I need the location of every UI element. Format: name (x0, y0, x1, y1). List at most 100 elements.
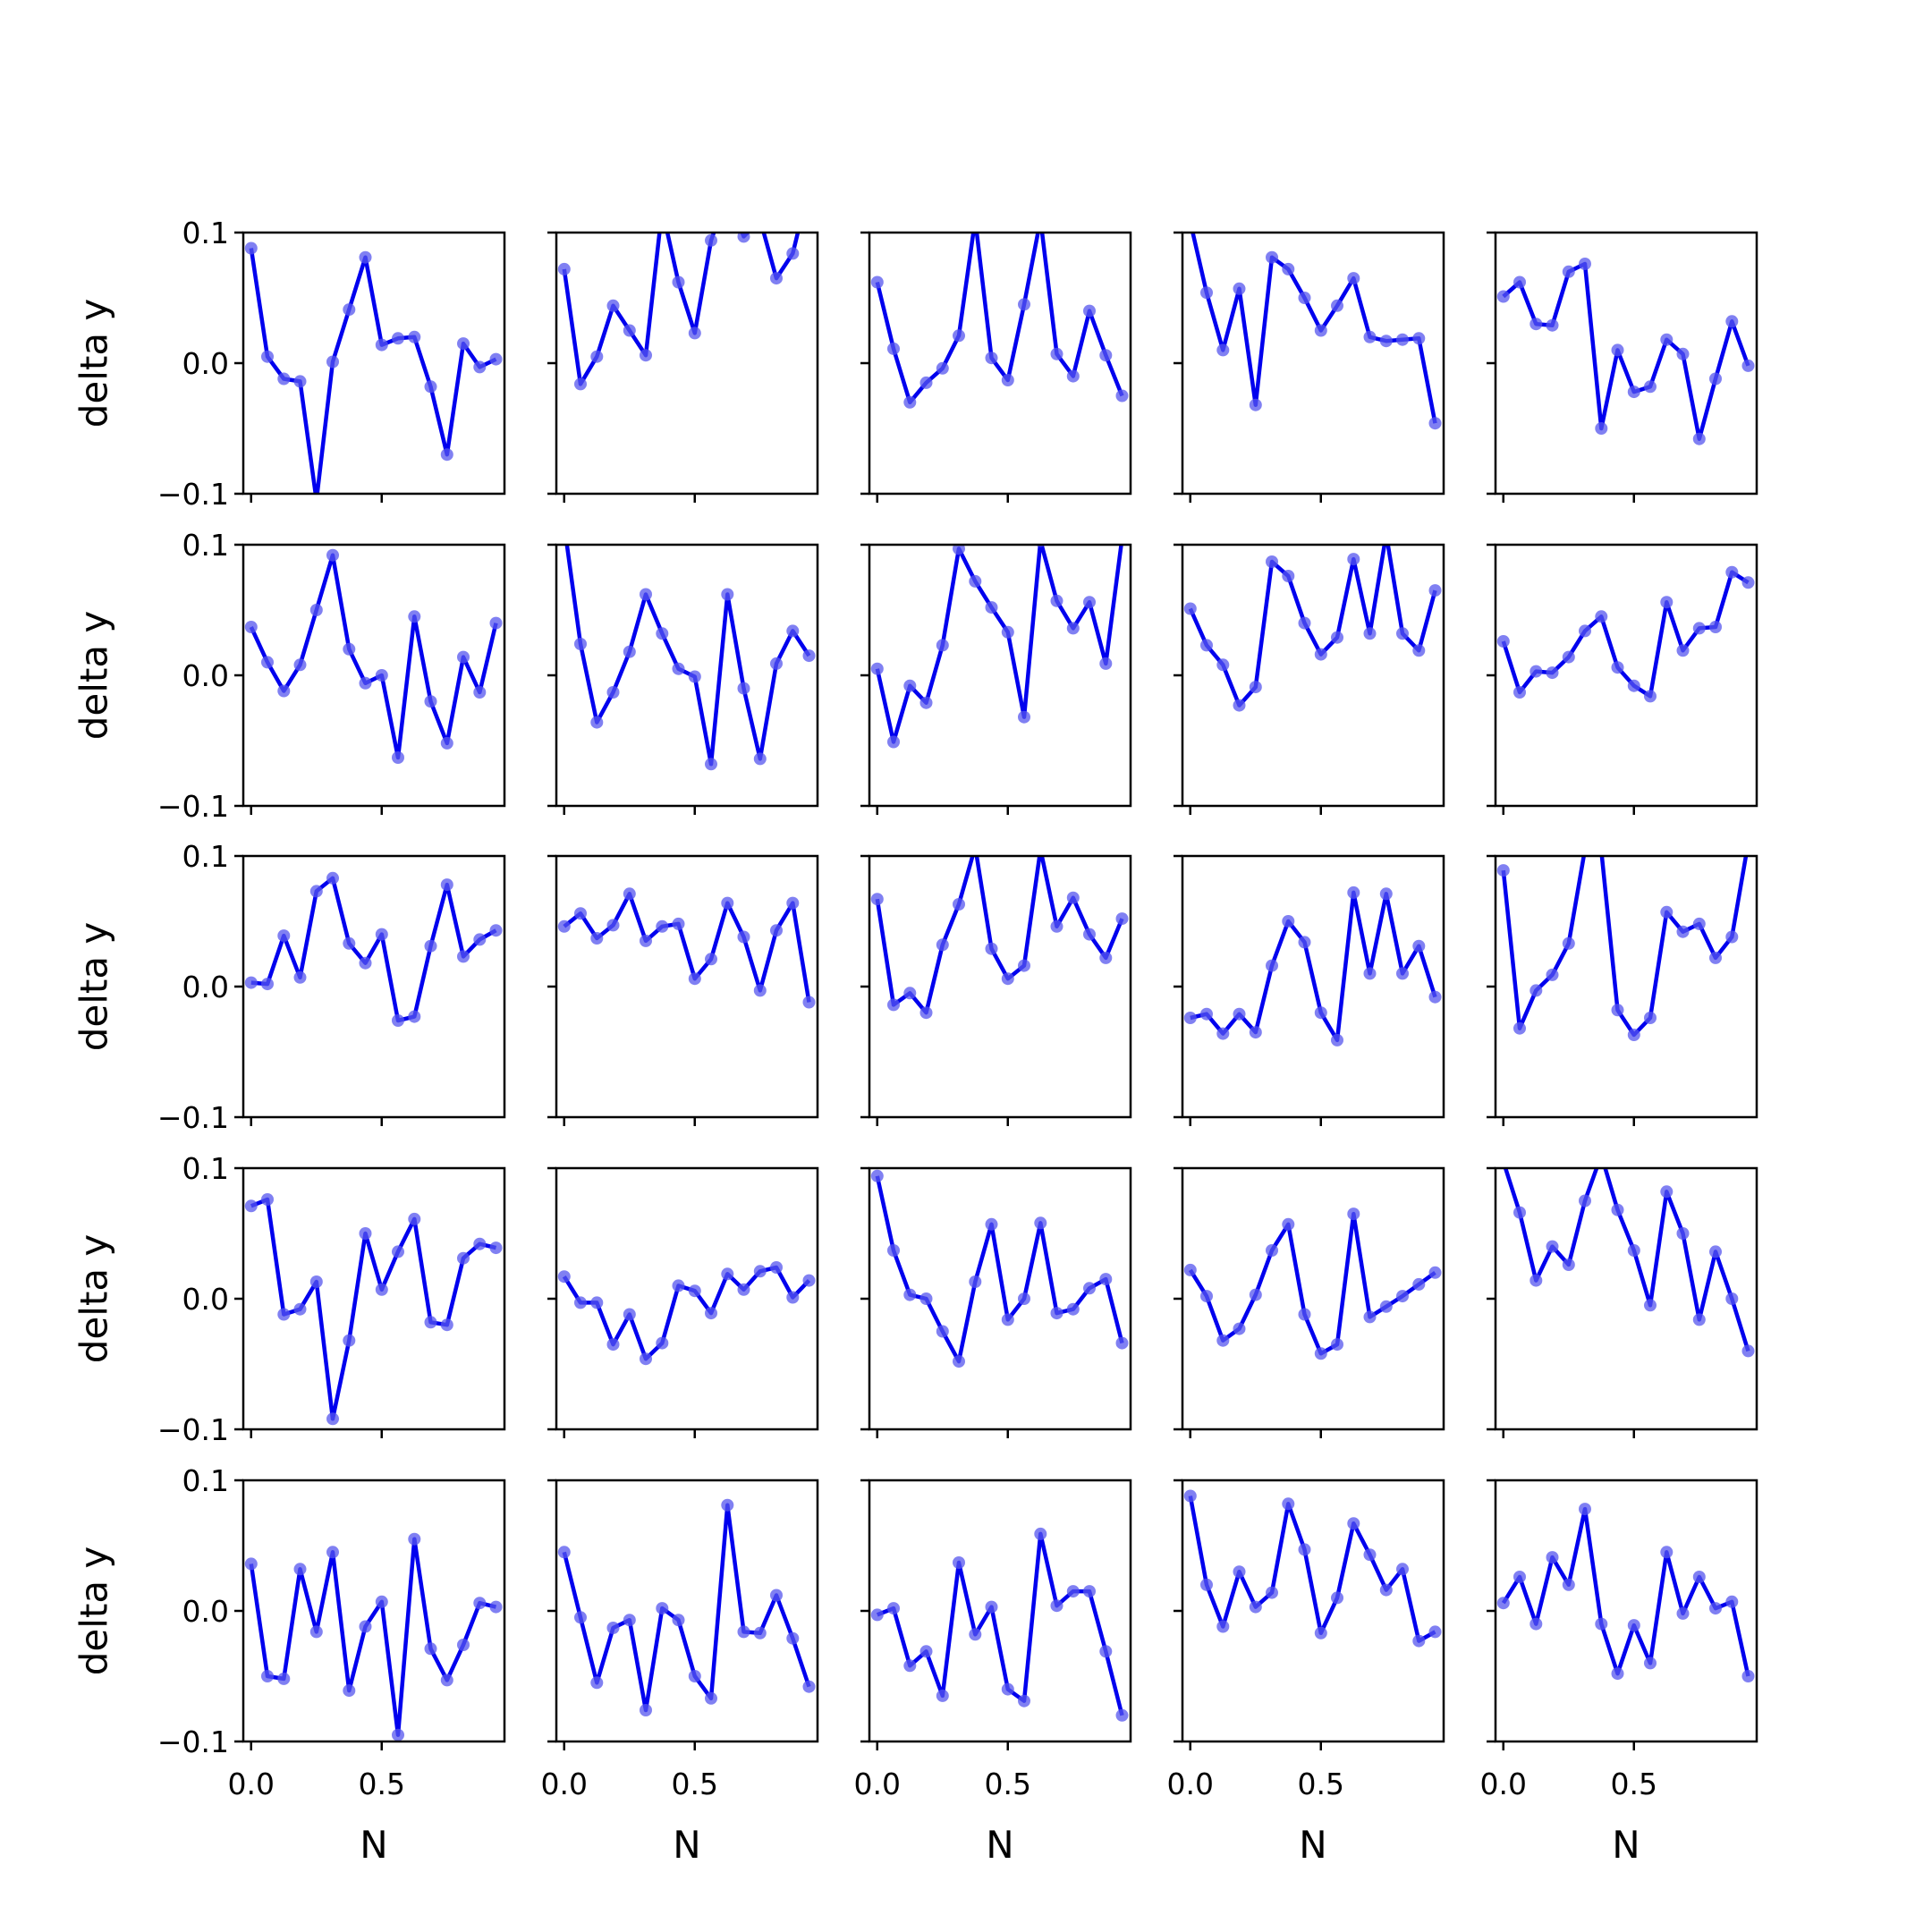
data-point (392, 1728, 404, 1741)
data-point (672, 1614, 685, 1627)
data-point (870, 1169, 884, 1182)
data-point (919, 1006, 933, 1020)
data-point (557, 1270, 571, 1284)
series-group (557, 1498, 816, 1716)
data-point (1363, 627, 1377, 640)
data-point (557, 919, 571, 933)
series-group (1496, 1503, 1755, 1682)
data-point (887, 998, 900, 1012)
data-point (870, 1608, 884, 1622)
data-point (489, 352, 503, 366)
data-point (1497, 1156, 1510, 1168)
data-point (1083, 1585, 1096, 1598)
data-point (326, 1546, 339, 1559)
x-tick-label: 0.5 (1298, 1767, 1344, 1801)
data-point (574, 638, 587, 650)
data-point (1412, 1634, 1426, 1648)
data-point (1249, 1600, 1262, 1614)
data-point (1660, 905, 1674, 919)
series-line (876, 1531, 1124, 1716)
subplot-r4-c1: −0.1 0.0 0.1 delta y (72, 1151, 506, 1447)
data-point (1216, 658, 1230, 672)
series-line (250, 1197, 497, 1421)
data-point (903, 987, 917, 1000)
data-point (244, 621, 258, 633)
data-point (1282, 915, 1295, 928)
x-tick-label: 0.0 (854, 1767, 901, 1801)
data-point (1249, 681, 1262, 694)
data-point (1200, 286, 1213, 300)
data-point (870, 662, 884, 675)
data-point (640, 1352, 652, 1366)
data-point (1379, 887, 1393, 901)
data-point (737, 1283, 750, 1296)
data-point (1200, 1578, 1213, 1591)
data-point (574, 377, 587, 391)
data-point (936, 639, 949, 652)
subplot-r2-c5 (1487, 543, 1758, 815)
axes-frame (1181, 1479, 1445, 1743)
series-line (1188, 545, 1437, 708)
data-point (309, 1275, 323, 1288)
data-point (786, 1631, 800, 1645)
data-point (1183, 1489, 1197, 1503)
data-point (1331, 299, 1343, 312)
subplot-r3-c4 (1174, 854, 1445, 1126)
series-line (1501, 1506, 1750, 1677)
data-point (1298, 616, 1311, 630)
data-point (489, 1241, 503, 1255)
data-point (1099, 1273, 1113, 1286)
data-point (1428, 1625, 1442, 1639)
data-point (887, 1244, 900, 1257)
data-point (375, 1283, 388, 1296)
data-point (244, 1557, 258, 1571)
data-point (1050, 919, 1063, 933)
subplot-r5-c2: 0.0 0.5 N (541, 1479, 819, 1867)
axes-frame (555, 543, 819, 808)
data-point (1676, 347, 1690, 360)
data-point (424, 695, 437, 708)
data-point (457, 1639, 470, 1651)
y-tick-label: 0.0 (182, 970, 229, 1004)
data-point (408, 330, 421, 343)
data-point (1562, 1258, 1575, 1271)
data-point (1644, 690, 1657, 703)
data-point (1644, 1657, 1657, 1670)
data-point (1412, 332, 1426, 345)
series-group (1496, 258, 1755, 445)
data-point (1741, 576, 1755, 589)
data-point (1066, 622, 1080, 635)
x-axis-label: N (360, 1823, 387, 1867)
data-point (1660, 596, 1674, 609)
data-point (261, 1193, 274, 1206)
data-point (656, 203, 668, 216)
data-point (640, 588, 652, 601)
data-point (1066, 1302, 1080, 1316)
data-point (1742, 836, 1755, 849)
data-point (919, 1292, 933, 1305)
data-point (1692, 917, 1706, 930)
data-point (1099, 349, 1113, 362)
subplot-r5-c3: 0.0 0.5 N (854, 1479, 1132, 1867)
data-point (375, 669, 388, 682)
data-point (1496, 864, 1510, 877)
subplot-r3-c3 (860, 854, 1132, 1126)
data-point (1627, 1029, 1640, 1041)
y-tick-label: 0.1 (182, 1151, 229, 1186)
data-point (408, 1212, 421, 1225)
data-point (1266, 250, 1278, 264)
data-point (1546, 1240, 1559, 1253)
x-axis-label: N (1612, 1823, 1640, 1867)
data-point (1676, 1606, 1690, 1620)
data-point (1001, 1682, 1014, 1696)
data-point (457, 1251, 470, 1265)
data-point (326, 355, 339, 369)
axes-frame (242, 231, 506, 496)
data-point (1513, 1206, 1526, 1219)
data-point (359, 250, 372, 264)
data-point (656, 919, 669, 933)
axes-frame (555, 854, 819, 1119)
data-point (457, 337, 470, 351)
data-point (1725, 930, 1739, 944)
